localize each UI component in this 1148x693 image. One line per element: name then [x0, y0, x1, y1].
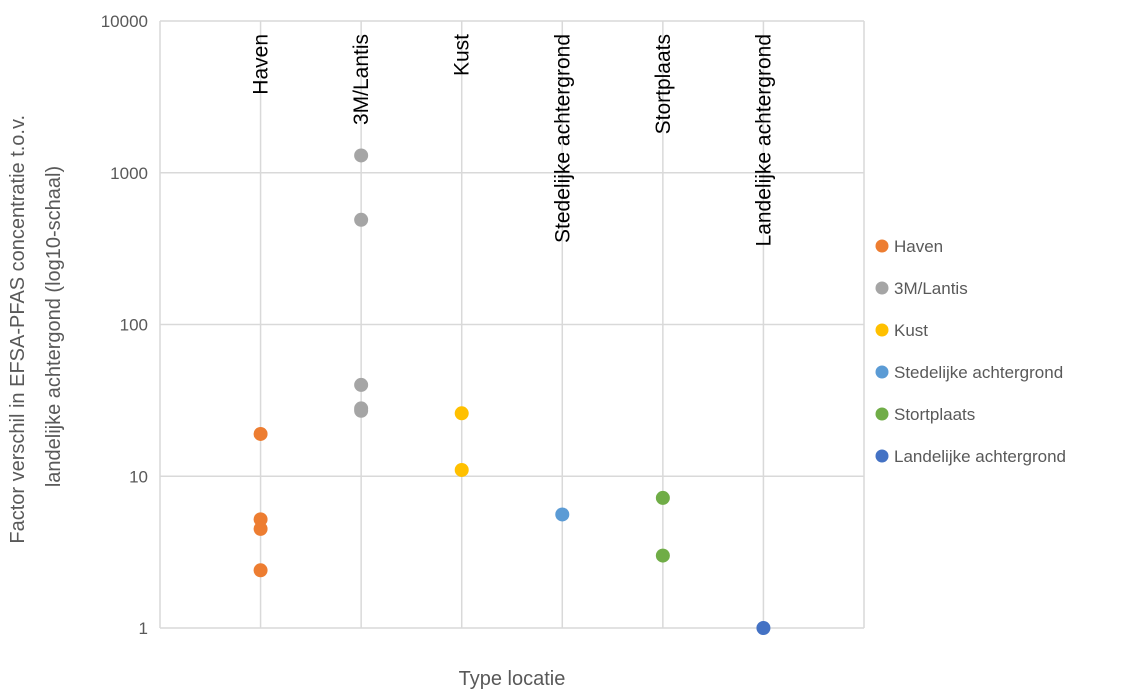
legend-label: Stortplaats	[894, 405, 975, 424]
data-point	[354, 377, 369, 392]
y-axis-tick-labels: 1 10 100 1000 10000	[101, 12, 148, 638]
legend-marker	[875, 239, 889, 253]
category-label: Haven	[250, 34, 273, 95]
data-point	[354, 212, 369, 227]
legend-marker	[875, 281, 889, 295]
y-tick-label: 10000	[101, 12, 148, 31]
data-point	[253, 426, 268, 441]
category-labels: Haven 3M/Lantis Kust Stedelijke achtergrond…	[250, 34, 776, 247]
data-point	[454, 406, 469, 421]
y-axis-title: Factor verschil in EFSA-PFAS concentrati…	[7, 109, 65, 543]
y-tick-label: 1000	[110, 164, 148, 183]
data-point	[555, 507, 570, 522]
x-axis-title: Type locatie	[459, 668, 566, 690]
horizontal-gridlines	[159, 20, 865, 629]
legend-label: Stedelijke achtergrond	[894, 363, 1063, 382]
legend-label: Kust	[894, 321, 928, 340]
data-point	[354, 148, 369, 163]
y-axis-title-line-2: landelijke achtergond (log10-schaal)	[43, 166, 65, 487]
data-point	[454, 462, 469, 477]
legend-label: Landelijke achtergrond	[894, 447, 1066, 466]
legend-marker	[875, 365, 889, 379]
category-label: Stortplaats	[652, 34, 675, 134]
data-point	[354, 403, 369, 418]
y-tick-label: 100	[120, 316, 148, 335]
data-point	[756, 621, 771, 635]
data-point	[253, 521, 268, 536]
legend: Haven 3M/Lantis Kust Stedelijke achtergrond…	[875, 237, 1066, 466]
category-gridlines	[259, 21, 765, 628]
y-tick-label: 10	[129, 467, 148, 486]
legend-label: 3M/Lantis	[894, 279, 968, 298]
category-label: Kust	[451, 34, 474, 76]
legend-marker	[875, 449, 889, 463]
category-label: 3M/Lantis	[350, 34, 373, 125]
y-axis-title-line-1: Factor verschil in EFSA-PFAS concentrati…	[7, 115, 29, 544]
legend-marker	[875, 323, 889, 337]
data-point	[655, 490, 670, 505]
data-point	[253, 563, 268, 578]
category-label: Landelijke achtergrond	[752, 34, 775, 246]
legend-marker	[875, 407, 889, 421]
category-label: Stedelijke achtergrond	[551, 34, 574, 243]
data-points	[253, 148, 771, 635]
y-tick-label: 1	[139, 619, 148, 638]
legend-label: Haven	[894, 237, 943, 256]
data-point	[655, 548, 670, 563]
